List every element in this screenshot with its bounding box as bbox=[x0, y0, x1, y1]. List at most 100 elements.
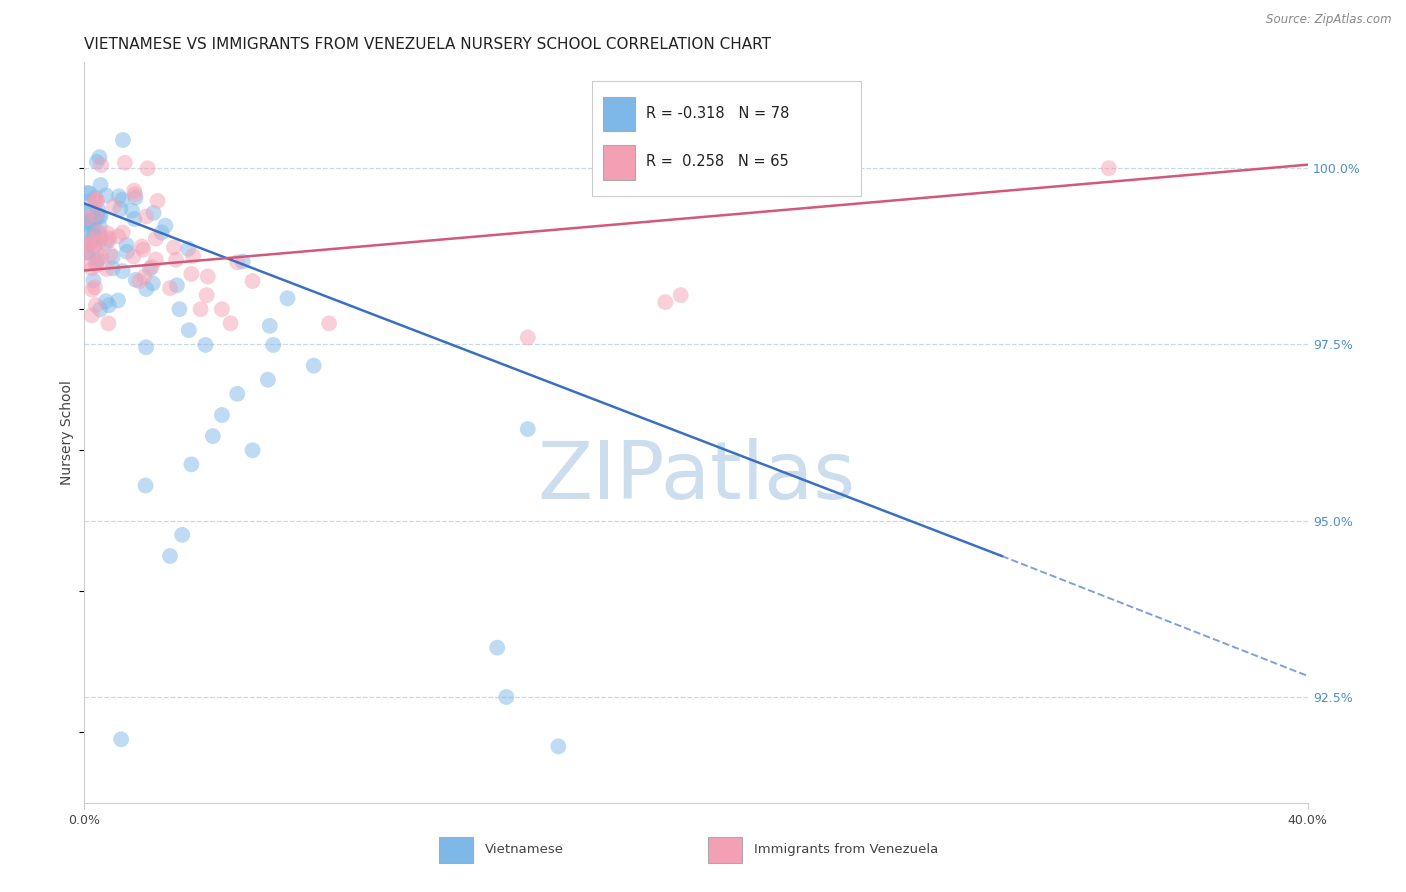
Point bbox=[115, 244, 138, 259]
Point bbox=[124, 187, 146, 202]
Point bbox=[180, 267, 202, 281]
Point bbox=[84, 258, 107, 272]
Point bbox=[194, 338, 217, 352]
Point bbox=[654, 295, 676, 310]
Point bbox=[135, 282, 157, 296]
Point bbox=[84, 208, 107, 222]
Point bbox=[90, 178, 112, 192]
Point bbox=[87, 252, 110, 267]
Point bbox=[211, 408, 233, 422]
Point bbox=[75, 207, 97, 221]
Point bbox=[166, 278, 188, 293]
Point bbox=[83, 232, 105, 246]
Point bbox=[111, 193, 134, 207]
Point bbox=[219, 316, 242, 330]
Point bbox=[76, 245, 98, 260]
Point bbox=[180, 458, 202, 472]
Point bbox=[111, 133, 134, 147]
Point bbox=[124, 190, 146, 204]
Point bbox=[76, 186, 98, 200]
Point bbox=[242, 443, 264, 458]
Point bbox=[177, 242, 200, 256]
Point bbox=[90, 250, 112, 264]
Point bbox=[75, 245, 97, 260]
Point bbox=[277, 291, 299, 305]
Point bbox=[75, 234, 97, 248]
Point bbox=[75, 218, 97, 232]
Point bbox=[97, 298, 120, 312]
Point bbox=[257, 373, 280, 387]
Point bbox=[302, 359, 325, 373]
Point bbox=[86, 246, 108, 260]
Point bbox=[87, 225, 110, 239]
Point bbox=[669, 288, 692, 302]
Point bbox=[89, 209, 111, 223]
Point bbox=[145, 252, 167, 267]
Point bbox=[82, 273, 104, 287]
Point bbox=[111, 226, 134, 240]
Point bbox=[98, 247, 121, 261]
Point bbox=[169, 302, 191, 317]
Point bbox=[86, 208, 108, 222]
Point bbox=[110, 732, 132, 747]
Point bbox=[318, 316, 340, 330]
Point bbox=[84, 298, 107, 312]
Point bbox=[135, 478, 157, 492]
Point bbox=[86, 236, 108, 251]
Point bbox=[98, 233, 121, 247]
Point bbox=[114, 155, 136, 169]
Point bbox=[139, 261, 162, 276]
Point bbox=[97, 316, 120, 330]
Point bbox=[121, 203, 143, 218]
Point bbox=[128, 274, 150, 288]
Y-axis label: Nursery School: Nursery School bbox=[60, 380, 75, 485]
Point bbox=[159, 281, 181, 295]
Point bbox=[84, 190, 107, 204]
Point bbox=[145, 232, 167, 246]
Point bbox=[96, 262, 118, 277]
Point bbox=[516, 330, 538, 344]
Point bbox=[125, 273, 148, 287]
Point bbox=[197, 269, 219, 284]
Point bbox=[110, 202, 132, 216]
Point bbox=[94, 294, 117, 309]
Text: Source: ZipAtlas.com: Source: ZipAtlas.com bbox=[1267, 13, 1392, 27]
Point bbox=[89, 210, 111, 224]
Point bbox=[79, 186, 101, 201]
Point bbox=[97, 231, 120, 245]
Point bbox=[177, 323, 200, 337]
Point bbox=[107, 229, 129, 244]
Point bbox=[172, 528, 194, 542]
Point bbox=[86, 194, 108, 208]
Point bbox=[131, 239, 153, 253]
Point bbox=[136, 161, 159, 176]
Text: ZIPatlas: ZIPatlas bbox=[537, 438, 855, 516]
Point bbox=[141, 260, 163, 274]
Point bbox=[1098, 161, 1121, 176]
Point bbox=[86, 155, 108, 169]
Point bbox=[135, 210, 157, 224]
Point bbox=[232, 254, 254, 268]
Point bbox=[132, 243, 155, 257]
Point bbox=[190, 302, 212, 317]
Point bbox=[142, 277, 165, 291]
Point bbox=[516, 422, 538, 436]
Point bbox=[90, 229, 112, 244]
Point bbox=[79, 213, 101, 227]
Point bbox=[195, 288, 218, 302]
Point bbox=[108, 189, 131, 203]
Point bbox=[77, 205, 100, 219]
Point bbox=[150, 226, 173, 240]
Point bbox=[82, 283, 104, 297]
Point bbox=[76, 211, 98, 226]
Point bbox=[107, 293, 129, 308]
Point bbox=[87, 202, 110, 217]
Point bbox=[122, 211, 145, 226]
Point bbox=[94, 188, 117, 202]
Point bbox=[142, 206, 165, 220]
Point bbox=[89, 219, 111, 234]
Point bbox=[77, 219, 100, 233]
Point bbox=[103, 199, 125, 213]
Point bbox=[86, 254, 108, 268]
Point bbox=[181, 249, 204, 263]
